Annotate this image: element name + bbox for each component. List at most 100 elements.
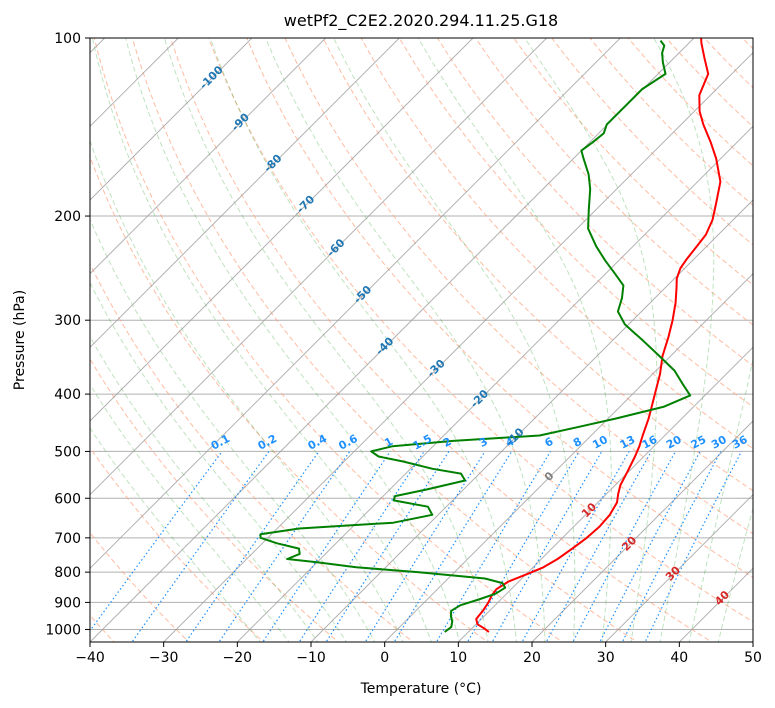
moist-adiabat — [90, 281, 347, 642]
temperature-line — [475, 38, 722, 633]
isotherm — [90, 38, 180, 128]
isotherm — [678, 567, 753, 642]
y-tick-label: 500 — [54, 444, 81, 460]
isotherm — [752, 641, 753, 642]
dry-adiabat — [90, 262, 414, 642]
isotherm — [90, 38, 401, 349]
dry-adiabat — [208, 38, 753, 623]
mixing-ratio-line — [644, 451, 743, 642]
isotherm-label: -80 — [261, 152, 284, 175]
line-labels: 0.1 0.2 0.4 0.6 1 1.5 2 3 4 6 8 10 13 16 20 25 30 36-100-… — [197, 63, 750, 608]
dry-adiabat — [90, 358, 340, 642]
isotherm — [90, 38, 548, 496]
isotherm-label: -70 — [294, 193, 317, 216]
mixing-ratio-label: 13 — [618, 433, 638, 452]
isotherm — [236, 125, 753, 642]
x-tick-label: 0 — [380, 650, 389, 666]
background-lines — [0, 11, 775, 645]
mixing-ratio-line — [572, 451, 677, 642]
isotherm — [310, 199, 753, 642]
moist-adiabat — [90, 335, 319, 642]
mixing-ratio-label: 8 — [571, 435, 584, 450]
mixing-ratio-label: 25 — [689, 433, 709, 452]
moist-adiabat — [653, 38, 715, 642]
dry-adiabat — [131, 38, 638, 642]
mixing-ratio-label: 30 — [709, 433, 729, 452]
moist-adiabat — [125, 38, 461, 642]
dry-adiabat — [246, 38, 753, 578]
y-tick-label: 200 — [54, 209, 81, 225]
y-tick-label: 600 — [54, 491, 81, 507]
isotherm — [457, 346, 753, 642]
mixing-ratio-line — [90, 451, 223, 632]
dry-adiabat — [589, 38, 753, 206]
dry-adiabat — [322, 38, 753, 492]
isotherm-label: -20 — [468, 387, 491, 410]
isotherm — [90, 38, 622, 570]
mixing-ratio-line — [621, 451, 722, 642]
moist-adiabat — [90, 383, 290, 642]
isotherm — [0, 11, 58, 644]
dry-adiabat — [475, 38, 753, 326]
mixing-ratio-label: 6 — [543, 435, 556, 450]
mixing-ratio-label: 0.4 — [306, 432, 330, 453]
dry-adiabat — [665, 38, 753, 128]
mixing-ratio-line — [298, 451, 425, 642]
plot-frame — [89, 37, 754, 643]
y-tick-label: 100 — [54, 31, 81, 47]
moist-adiabat — [717, 506, 753, 642]
mixing-ratio-label: 2 — [441, 435, 454, 450]
isotherm — [531, 420, 753, 642]
moist-adiabat — [163, 38, 489, 642]
dry-adiabat — [90, 155, 489, 642]
axes: −40 −30 −20 −10 0 10 20 30 40 5010020030040050060… — [45, 31, 762, 666]
isotherm-label: -60 — [324, 236, 347, 259]
y-tick-label: 700 — [54, 531, 81, 547]
dry-adiabat — [284, 38, 753, 535]
dry-adiabat — [169, 38, 713, 642]
mixing-ratio-label: 10 — [590, 433, 610, 452]
y-tick-label: 1000 — [45, 623, 81, 639]
x-tick-label: −20 — [223, 650, 253, 666]
dry-adiabat — [436, 38, 753, 367]
mixing-ratio-line — [435, 451, 552, 642]
mixing-ratio-line — [218, 451, 351, 642]
isotherm — [90, 38, 474, 422]
moist-adiabat — [524, 38, 658, 642]
moist-adiabat — [417, 38, 612, 642]
x-tick-label: 10 — [449, 650, 467, 666]
isotherm-label: -30 — [425, 357, 448, 380]
mixing-ratio-line — [545, 451, 652, 642]
y-axis-label: Pressure (hPa) — [12, 290, 28, 390]
mixing-ratio-label: 3 — [477, 435, 490, 450]
moist-adiabat — [90, 139, 404, 642]
y-tick-label: 400 — [54, 387, 81, 403]
mixing-ratio-line — [262, 451, 391, 642]
mixing-ratio-line — [364, 451, 486, 642]
dewpoint-line — [259, 39, 692, 633]
isotherm-label: -50 — [351, 283, 374, 306]
moist-adiabat — [265, 38, 546, 642]
isotherm-label: 30 — [663, 563, 683, 583]
moist-adiabat — [688, 356, 753, 642]
mixing-ratio-label: 0.1 — [209, 432, 232, 453]
isotherm — [604, 493, 753, 642]
dry-adiabat — [93, 38, 564, 642]
dry-adiabat — [768, 25, 775, 645]
moist-adiabat — [333, 38, 576, 642]
moist-adiabat — [90, 427, 261, 642]
mixing-ratio-line — [185, 451, 320, 642]
dry-adiabat — [703, 38, 753, 89]
mixing-ratio-label: 1.5 — [411, 432, 434, 453]
sounding-series — [259, 38, 722, 633]
mixing-ratio-line — [131, 451, 270, 642]
dry-adiabat — [741, 38, 753, 50]
isotherm-label: 0 — [542, 469, 557, 484]
isotherm-label: -40 — [373, 334, 396, 357]
isotherm — [90, 38, 253, 201]
mixing-ratio-line — [599, 451, 701, 642]
moist-adiabat — [91, 38, 432, 642]
isotherm-label: 20 — [619, 533, 639, 553]
isotherm-label: 40 — [712, 588, 732, 608]
